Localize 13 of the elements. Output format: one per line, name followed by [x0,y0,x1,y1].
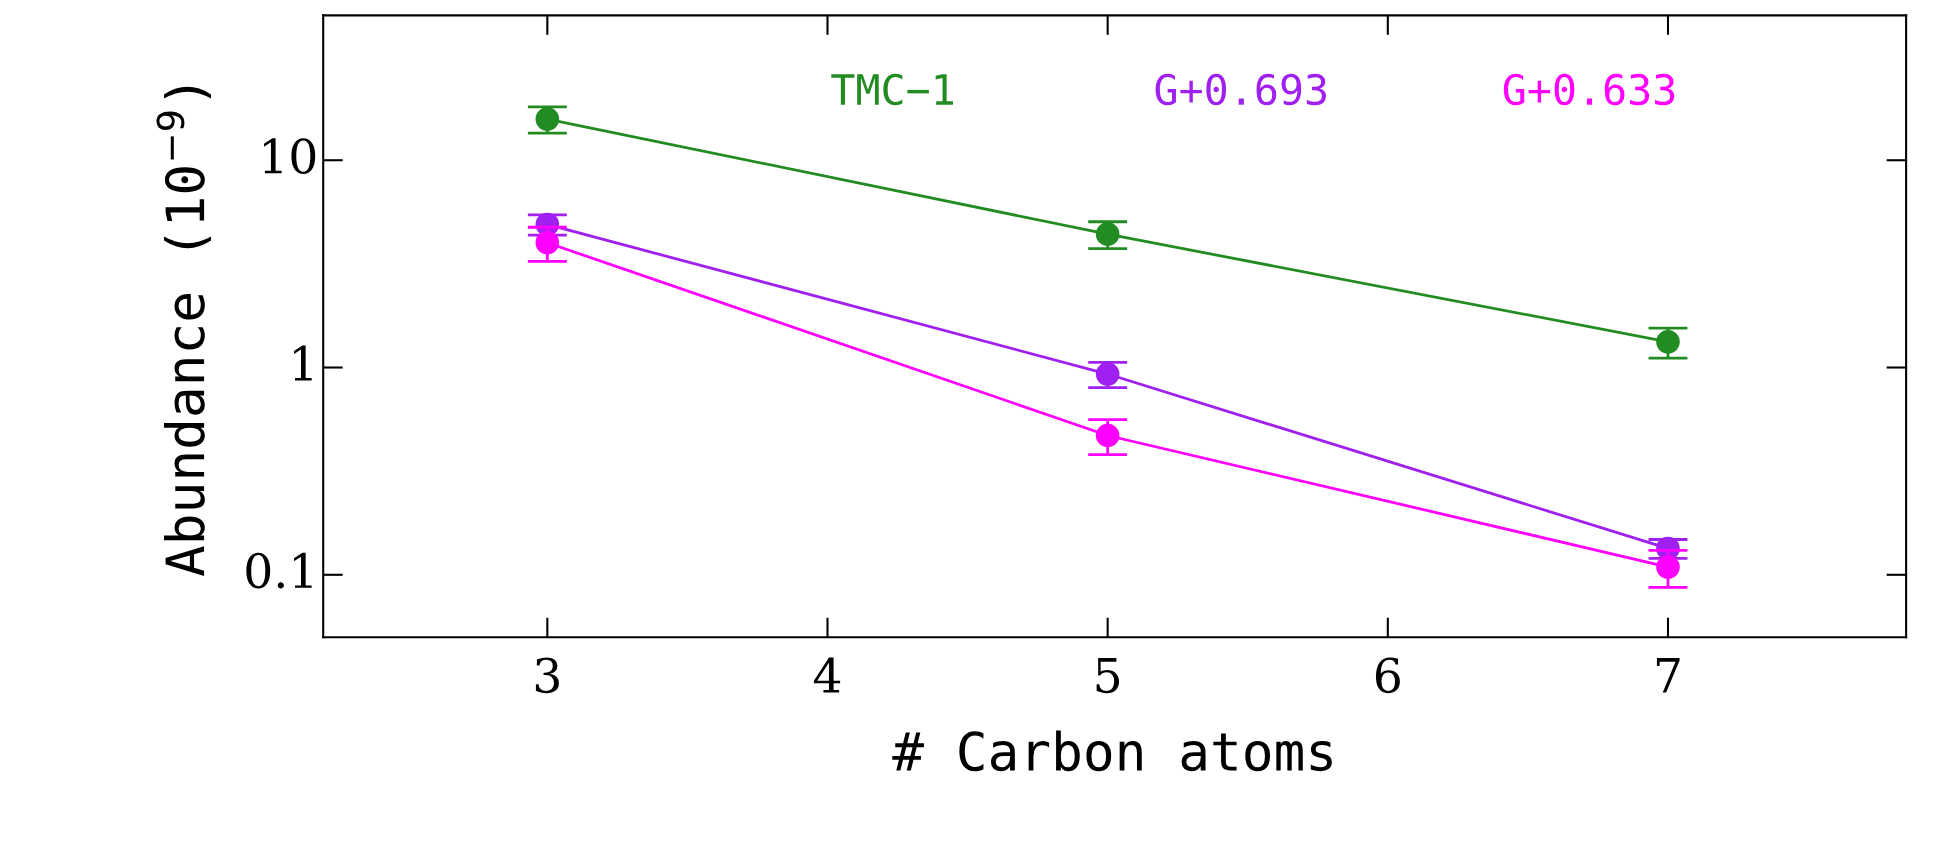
x-tick-label: 3 [535,657,559,694]
x-tick-label: 5 [1096,658,1120,694]
x-tick-label: 6 [1375,657,1400,694]
y-tick-label: 0.1 [246,552,312,589]
x-tick-label: 7 [1656,658,1680,693]
text: G+0.633 [1503,73,1675,106]
x-tick-label: 4 [813,657,841,693]
y-axis-title: Abundance (10$^{−9}$) [156,86,212,577]
series-label: TMC−1 [831,73,953,106]
y-tick-label: 10 [264,138,316,174]
x-axis-title: # Carbon atoms [892,730,1332,772]
y-tick-label: 1 [294,345,312,381]
text: G+0.693 [1155,73,1326,106]
